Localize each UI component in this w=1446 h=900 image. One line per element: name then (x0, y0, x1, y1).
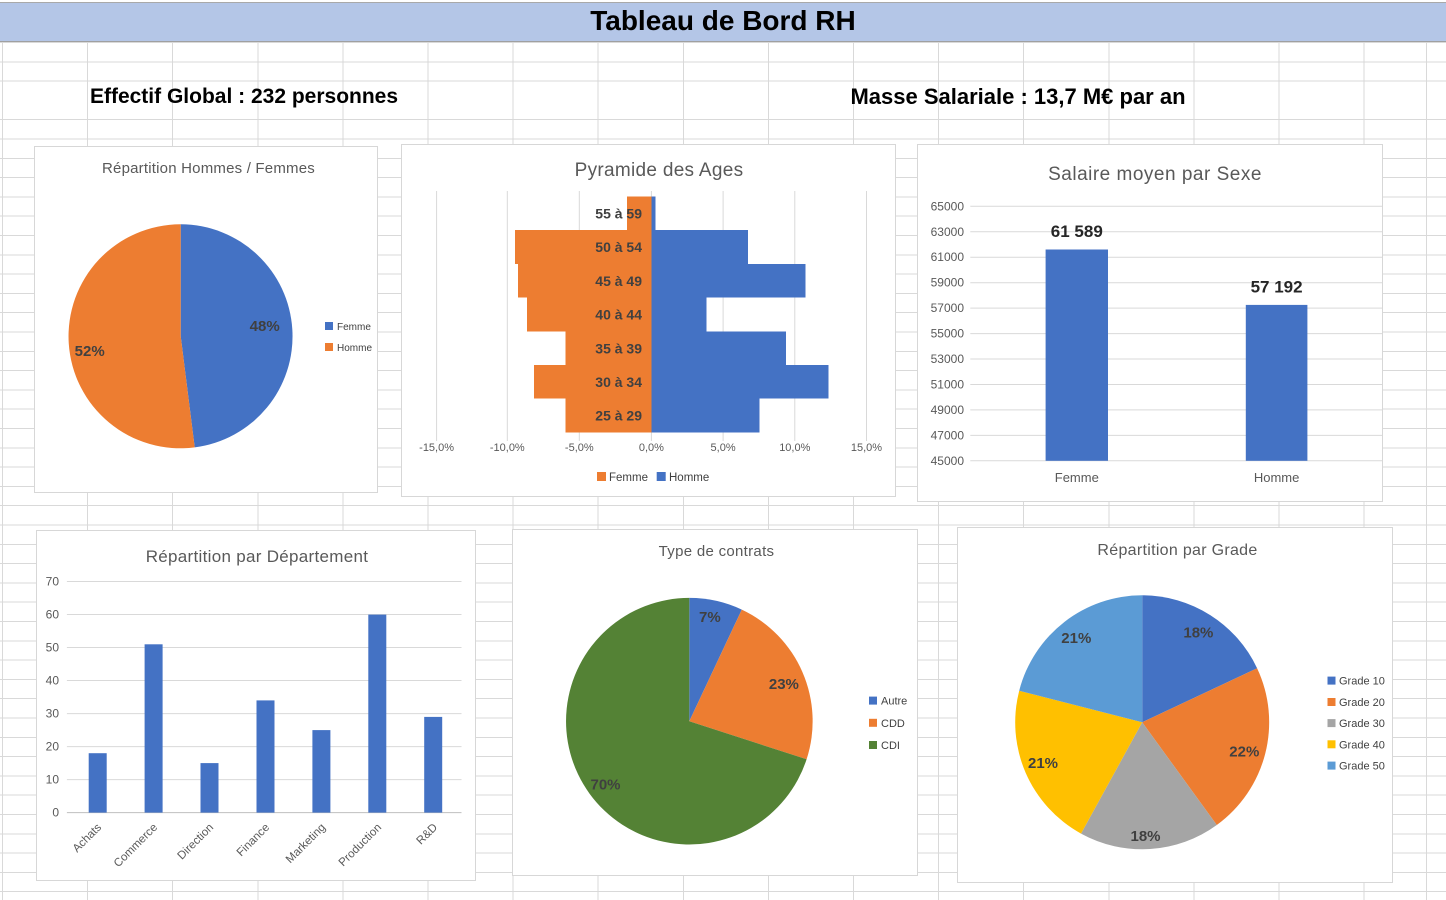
svg-text:40 à 44: 40 à 44 (595, 307, 642, 323)
svg-text:Répartition par Grade: Répartition par Grade (1097, 542, 1257, 559)
svg-text:57000: 57000 (931, 301, 965, 315)
svg-text:49000: 49000 (931, 403, 965, 417)
svg-text:Grade 10: Grade 10 (1339, 676, 1385, 688)
svg-text:10,0%: 10,0% (779, 442, 810, 454)
svg-text:45000: 45000 (931, 454, 965, 468)
svg-text:Homme: Homme (337, 343, 372, 354)
svg-text:53000: 53000 (931, 352, 965, 366)
svg-text:30: 30 (46, 707, 60, 721)
svg-text:0: 0 (52, 806, 59, 820)
svg-text:Commerce: Commerce (112, 822, 160, 870)
svg-text:18%: 18% (1130, 828, 1160, 845)
svg-text:52%: 52% (75, 343, 105, 360)
svg-text:Homme: Homme (1254, 470, 1300, 485)
svg-text:59000: 59000 (931, 276, 965, 290)
svg-text:CDD: CDD (881, 718, 905, 730)
svg-text:Femme: Femme (609, 472, 648, 484)
svg-text:0,0%: 0,0% (639, 442, 664, 454)
svg-text:Grade 50: Grade 50 (1339, 761, 1385, 773)
svg-text:Femme: Femme (1055, 470, 1099, 485)
svg-text:48%: 48% (250, 318, 280, 335)
svg-text:30 à 34: 30 à 34 (595, 374, 642, 390)
svg-text:-5,0%: -5,0% (565, 442, 594, 454)
svg-text:61 589: 61 589 (1051, 222, 1103, 241)
svg-text:CDI: CDI (881, 740, 900, 752)
svg-text:25 à 29: 25 à 29 (595, 408, 642, 424)
svg-text:R&D: R&D (414, 822, 440, 848)
svg-text:65000: 65000 (931, 199, 965, 213)
svg-text:63000: 63000 (931, 225, 965, 239)
svg-text:70: 70 (46, 575, 60, 589)
svg-text:21%: 21% (1028, 755, 1058, 772)
svg-text:57 192: 57 192 (1251, 278, 1303, 297)
svg-text:61000: 61000 (931, 250, 965, 264)
svg-text:45 à 49: 45 à 49 (595, 273, 642, 289)
svg-text:5,0%: 5,0% (711, 442, 736, 454)
svg-text:55 à 59: 55 à 59 (595, 206, 642, 222)
svg-text:18%: 18% (1183, 625, 1213, 642)
svg-text:60: 60 (46, 608, 60, 622)
svg-text:15,0%: 15,0% (851, 442, 882, 454)
svg-text:Répartition par Département: Répartition par Département (146, 547, 369, 566)
svg-text:Autre: Autre (881, 696, 907, 708)
svg-text:Grade 40: Grade 40 (1339, 739, 1385, 751)
svg-text:Direction: Direction (176, 822, 217, 863)
svg-text:Type de contrats: Type de contrats (659, 543, 775, 560)
svg-text:-15,0%: -15,0% (419, 442, 454, 454)
svg-text:40: 40 (46, 674, 60, 688)
svg-text:Homme: Homme (669, 472, 709, 484)
svg-text:20: 20 (46, 740, 60, 754)
svg-text:7%: 7% (699, 609, 721, 626)
svg-text:Grade 30: Grade 30 (1339, 718, 1385, 730)
svg-text:70%: 70% (590, 777, 620, 794)
svg-text:35 à 39: 35 à 39 (595, 340, 642, 356)
svg-text:22%: 22% (1229, 743, 1259, 760)
svg-text:47000: 47000 (931, 428, 965, 442)
svg-text:Répartition Hommes / Femmes: Répartition Hommes / Femmes (102, 160, 315, 177)
svg-text:51000: 51000 (931, 378, 965, 392)
svg-text:21%: 21% (1061, 630, 1091, 647)
svg-text:Salaire moyen par Sexe: Salaire moyen par Sexe (1048, 164, 1262, 185)
svg-text:Production: Production (337, 822, 384, 869)
svg-text:Achats: Achats (71, 821, 105, 855)
svg-text:Finance: Finance (235, 822, 272, 859)
svg-text:-10,0%: -10,0% (490, 442, 525, 454)
svg-text:55000: 55000 (931, 327, 965, 341)
svg-text:Marketing: Marketing (284, 822, 328, 866)
svg-text:50: 50 (46, 641, 60, 655)
svg-text:50 à 54: 50 à 54 (595, 239, 642, 255)
svg-text:10: 10 (46, 773, 60, 787)
svg-text:Femme: Femme (337, 322, 371, 333)
svg-text:23%: 23% (769, 676, 799, 693)
svg-text:Grade 20: Grade 20 (1339, 697, 1385, 709)
svg-text:Pyramide des Ages: Pyramide des Ages (575, 160, 744, 181)
